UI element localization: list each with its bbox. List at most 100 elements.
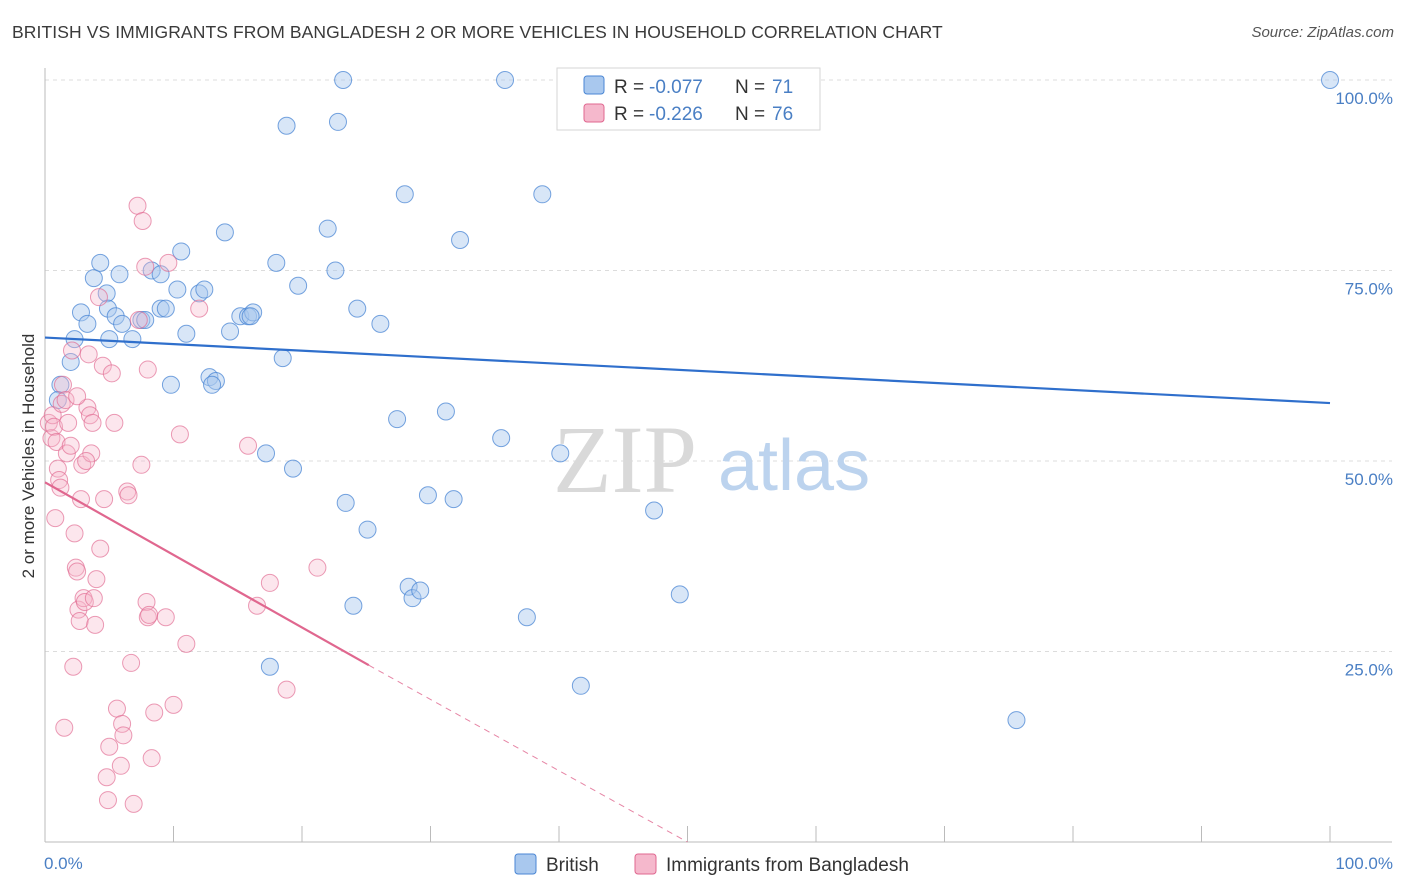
british-point — [156, 299, 175, 318]
bangladesh-point — [87, 570, 106, 589]
british-point — [289, 276, 308, 295]
british-trend-line — [44, 336, 1331, 405]
british-point — [284, 459, 303, 478]
british-point — [411, 581, 430, 600]
legend-bangladesh-label: Immigrants from Bangladesh — [666, 855, 909, 876]
bangladesh-trend-extension — [368, 664, 688, 843]
bangladesh-point — [53, 375, 72, 394]
x-tick-label: 100.0% — [1335, 854, 1393, 873]
bangladesh-point — [62, 341, 81, 360]
british-point — [172, 242, 191, 261]
british-point — [436, 402, 455, 421]
bangladesh-point — [44, 417, 63, 436]
british-point — [388, 410, 407, 429]
british-point — [318, 219, 337, 238]
source-credit: Source: ZipAtlas.com — [1251, 24, 1394, 41]
bangladesh-point — [145, 703, 164, 722]
stats-legend: R = -0.077 N = 71 R = -0.226 N = 76 — [556, 67, 821, 131]
bangladesh-point — [239, 436, 258, 455]
bangladesh-point — [177, 634, 196, 653]
bottom-legend: British Immigrants from Bangladesh — [514, 853, 909, 876]
british-point — [136, 311, 155, 330]
british-point — [215, 223, 234, 242]
tick-labels: 25.0% 50.0% 75.0% 100.0% 0.0% 100.0% — [44, 89, 1393, 873]
british-point — [399, 577, 418, 596]
grid — [45, 79, 1392, 652]
british-point — [1007, 711, 1026, 730]
british-r-value: -0.077 — [649, 77, 703, 98]
bangladesh-point — [114, 726, 133, 745]
british-point — [492, 429, 511, 448]
legend-bangladesh-swatch — [634, 853, 657, 875]
chart-title: BRITISH VS IMMIGRANTS FROM BANGLADESH 2 … — [12, 22, 943, 42]
british-swatch — [583, 75, 605, 95]
british-point — [451, 231, 470, 250]
x-tick-label: 0.0% — [44, 854, 83, 873]
british-point — [418, 486, 437, 505]
british-point — [670, 585, 689, 604]
bangladesh-point — [129, 311, 148, 330]
british-point — [177, 324, 196, 343]
bangladesh-n-label: N = — [735, 104, 765, 125]
bangladesh-point — [93, 356, 112, 375]
british-point — [221, 322, 240, 341]
bangladesh-point — [59, 413, 78, 432]
bangladesh-point — [61, 436, 80, 455]
british-point — [61, 352, 80, 371]
bangladesh-point — [89, 288, 108, 307]
y-tick-label: 100.0% — [1335, 89, 1393, 108]
british-point — [267, 253, 286, 272]
bangladesh-point — [68, 562, 87, 581]
bangladesh-point — [128, 196, 147, 215]
bangladesh-point — [65, 524, 84, 543]
bangladesh-point — [190, 299, 209, 318]
british-n-label: N = — [735, 77, 765, 98]
bangladesh-trend-line — [44, 481, 370, 667]
british-point — [326, 261, 345, 280]
british-point — [71, 303, 90, 322]
british-point — [444, 490, 463, 509]
bangladesh-point — [69, 600, 88, 619]
y-tick-label: 50.0% — [1345, 470, 1393, 489]
bangladesh-point — [105, 413, 124, 432]
bangladesh-point — [113, 714, 132, 733]
bangladesh-point — [56, 391, 75, 410]
british-point — [1321, 71, 1339, 89]
bangladesh-point — [70, 612, 89, 631]
bangladesh-point — [77, 452, 96, 470]
british-point — [551, 444, 570, 463]
british-series — [48, 71, 1339, 730]
watermark: ZIP atlas — [553, 406, 870, 513]
axes — [44, 68, 1392, 843]
bangladesh-point — [142, 749, 161, 768]
british-point — [91, 253, 110, 272]
british-point — [348, 299, 367, 318]
british-point — [517, 608, 536, 627]
british-point — [496, 71, 515, 89]
bangladesh-point — [159, 253, 178, 272]
british-point — [161, 375, 180, 394]
trend-lines — [44, 336, 1331, 843]
bangladesh-point — [133, 211, 152, 230]
bangladesh-point — [107, 699, 126, 718]
british-point — [168, 280, 187, 299]
bangladesh-r-label: R = — [614, 104, 644, 125]
bangladesh-point — [100, 737, 119, 756]
british-point — [203, 375, 222, 394]
british-point — [78, 314, 97, 333]
british-point — [100, 330, 119, 349]
british-point — [113, 314, 132, 333]
british-point — [328, 112, 347, 131]
bangladesh-point — [102, 364, 121, 383]
bangladesh-point — [68, 387, 87, 406]
british-point — [106, 307, 125, 326]
bangladesh-point — [84, 589, 103, 608]
bangladesh-point — [79, 345, 98, 364]
bangladesh-point — [138, 360, 157, 379]
british-point — [195, 280, 214, 299]
british-point — [123, 330, 142, 349]
bangladesh-point — [50, 471, 69, 490]
british-point — [358, 520, 377, 539]
y-tick-label: 75.0% — [1345, 280, 1393, 299]
